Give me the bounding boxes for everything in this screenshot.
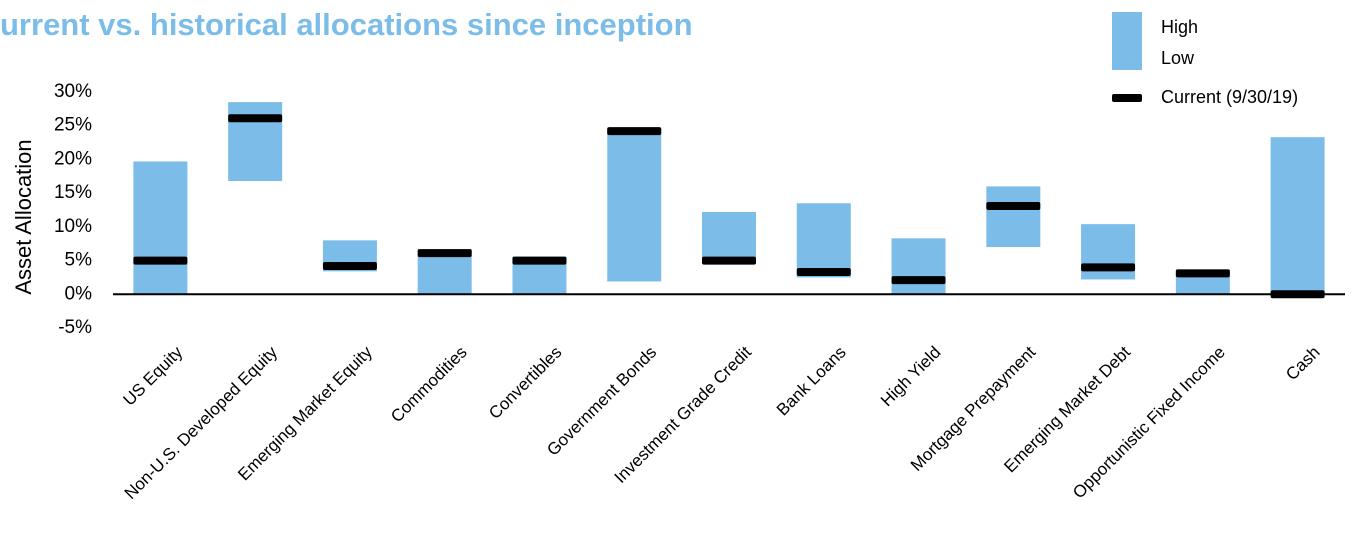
x-tick-label: Bank Loans	[773, 343, 850, 420]
current-marker	[322, 261, 377, 270]
legend-label: Low	[1161, 48, 1195, 68]
x-tick-label: High Yield	[877, 343, 945, 411]
y-tick-label: 20%	[54, 148, 92, 169]
current-marker	[607, 127, 662, 136]
current-marker	[1081, 263, 1136, 272]
current-marker	[1175, 269, 1230, 278]
legend-swatch	[1112, 94, 1142, 102]
range-bar	[228, 102, 283, 182]
range-bar	[1270, 137, 1325, 295]
x-tick-label: Convertibles	[485, 343, 565, 423]
y-tick-label: 5%	[65, 250, 93, 271]
current-marker	[512, 256, 567, 265]
current-marker	[986, 201, 1041, 210]
chart-title: urrent vs. historical allocations since …	[0, 7, 693, 42]
x-tick-label: Cash	[1282, 343, 1323, 384]
current-marker	[891, 276, 946, 285]
x-tick-label: Opportunistic Fixed Income	[1069, 343, 1229, 503]
range-bar	[607, 127, 662, 282]
range-bar	[133, 161, 188, 295]
range-bar	[796, 203, 851, 278]
current-marker	[796, 268, 851, 277]
x-tick-label: US Equity	[119, 342, 186, 409]
x-tick-label: Commodities	[387, 343, 471, 427]
range-bar	[891, 238, 946, 295]
current-marker	[1270, 290, 1325, 299]
y-axis-label: Asset Allocation	[11, 139, 36, 294]
legend-swatch	[1112, 12, 1142, 70]
y-tick-label: 15%	[54, 182, 92, 203]
legend-label: High	[1161, 17, 1198, 37]
range-bar	[986, 186, 1041, 248]
y-tick-label: 10%	[54, 216, 92, 237]
current-marker	[702, 256, 756, 265]
x-tick-label: Non-U.S. Developed Equity	[121, 342, 282, 503]
y-tick-label: -5%	[58, 317, 92, 338]
y-tick-label: 30%	[54, 81, 92, 102]
legend-label: Current (9/30/19)	[1161, 87, 1298, 107]
range-bar	[702, 212, 756, 264]
current-marker	[417, 249, 472, 258]
current-marker	[228, 114, 283, 123]
y-tick-label: 25%	[54, 115, 92, 136]
current-marker	[133, 256, 188, 265]
y-tick-label: 0%	[65, 283, 93, 304]
